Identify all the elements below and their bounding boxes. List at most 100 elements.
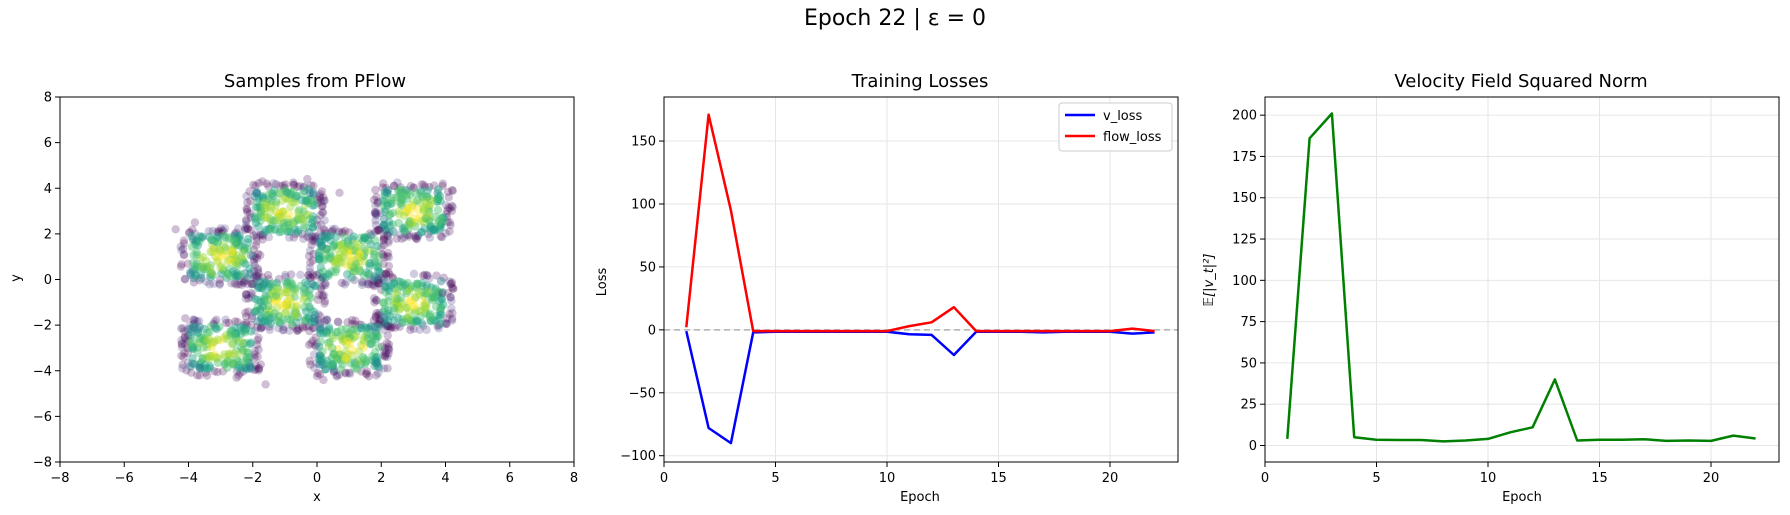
sample-point — [438, 181, 447, 191]
sample-point — [443, 206, 452, 215]
losses-x-tick-label: 10 — [879, 471, 896, 486]
sample-point — [342, 242, 351, 251]
sample-point — [355, 266, 365, 275]
sample-point — [251, 364, 261, 374]
sample-point — [384, 284, 393, 293]
sample-point — [428, 225, 438, 234]
scatter-y-tick-label: −4 — [33, 364, 52, 379]
sample-point — [215, 280, 224, 289]
sample-point — [392, 234, 401, 243]
sample-point — [196, 270, 206, 279]
sample-point — [374, 279, 384, 288]
sample-point — [366, 259, 375, 268]
sample-point — [233, 317, 242, 327]
sample-point — [431, 284, 440, 293]
sample-point — [200, 364, 210, 373]
sample-point — [379, 214, 389, 224]
sample-point — [427, 293, 437, 302]
sample-point — [333, 258, 343, 267]
sample-point — [357, 277, 367, 286]
sample-point — [305, 326, 314, 336]
sample-point — [423, 186, 432, 195]
sample-point — [206, 351, 215, 361]
sample-point — [321, 365, 330, 374]
sample-point — [398, 196, 407, 205]
sample-point — [430, 181, 439, 190]
sample-point — [340, 226, 350, 236]
sample-point — [441, 319, 451, 329]
sample-point — [195, 338, 204, 348]
sample-point — [177, 343, 186, 352]
sample-point — [320, 231, 329, 241]
sample-point — [376, 311, 385, 320]
sample-point — [379, 313, 389, 322]
sample-point — [418, 271, 428, 280]
sample-point — [207, 235, 216, 245]
sample-point — [205, 280, 214, 289]
sample-point — [251, 181, 260, 191]
sample-point — [405, 217, 415, 226]
sample-point — [223, 363, 232, 373]
sample-point — [192, 263, 202, 272]
sample-point — [341, 247, 350, 256]
sample-point — [335, 241, 344, 250]
sample-point — [300, 182, 309, 191]
sample-point — [213, 367, 222, 377]
sample-point — [273, 209, 283, 219]
sample-point — [385, 311, 395, 321]
sample-point — [362, 330, 371, 340]
sample-point — [329, 333, 338, 343]
flow-loss-line — [685, 113, 1155, 333]
sample-point — [383, 248, 393, 258]
sample-point — [184, 336, 193, 345]
sample-point — [304, 313, 313, 322]
sample-point — [291, 229, 300, 239]
sample-point — [402, 191, 411, 200]
sample-point — [338, 245, 348, 254]
sample-point — [319, 375, 328, 385]
sample-point — [220, 350, 229, 359]
sample-point — [188, 354, 197, 363]
sample-point — [423, 209, 433, 219]
sample-point — [313, 315, 323, 325]
sample-point — [308, 223, 318, 232]
sample-point — [293, 228, 303, 237]
sample-point — [200, 324, 209, 334]
sample-point — [285, 296, 294, 305]
sample-point — [310, 310, 320, 320]
sample-point — [383, 309, 392, 319]
sample-point — [381, 277, 390, 286]
sample-point — [374, 308, 384, 318]
sample-point — [345, 332, 354, 341]
sample-point — [201, 336, 210, 345]
sample-point — [371, 261, 381, 270]
sample-point — [386, 199, 395, 208]
sample-point — [395, 305, 404, 314]
sample-point — [319, 193, 328, 202]
sample-point — [213, 232, 222, 242]
sample-point — [441, 201, 451, 210]
sample-point — [386, 210, 395, 219]
sample-point — [370, 257, 380, 267]
sample-point — [436, 223, 445, 232]
sample-point — [348, 235, 357, 244]
sample-point — [389, 181, 399, 191]
sample-point — [186, 331, 196, 340]
sample-point — [211, 323, 220, 332]
sample-point — [353, 247, 362, 256]
sample-point — [240, 363, 250, 372]
scatter-x-label: x — [313, 490, 321, 505]
sample-point — [305, 291, 314, 300]
sample-point — [360, 332, 369, 341]
sample-point — [287, 301, 296, 310]
sample-point — [425, 194, 435, 204]
sample-point — [244, 294, 253, 303]
sample-point — [425, 309, 435, 318]
sample-point — [306, 194, 315, 203]
sample-point — [349, 267, 358, 276]
sample-point — [445, 204, 455, 213]
sample-point — [186, 268, 195, 277]
sample-point — [395, 304, 405, 313]
sample-point — [373, 273, 383, 283]
sample-point — [186, 324, 195, 333]
